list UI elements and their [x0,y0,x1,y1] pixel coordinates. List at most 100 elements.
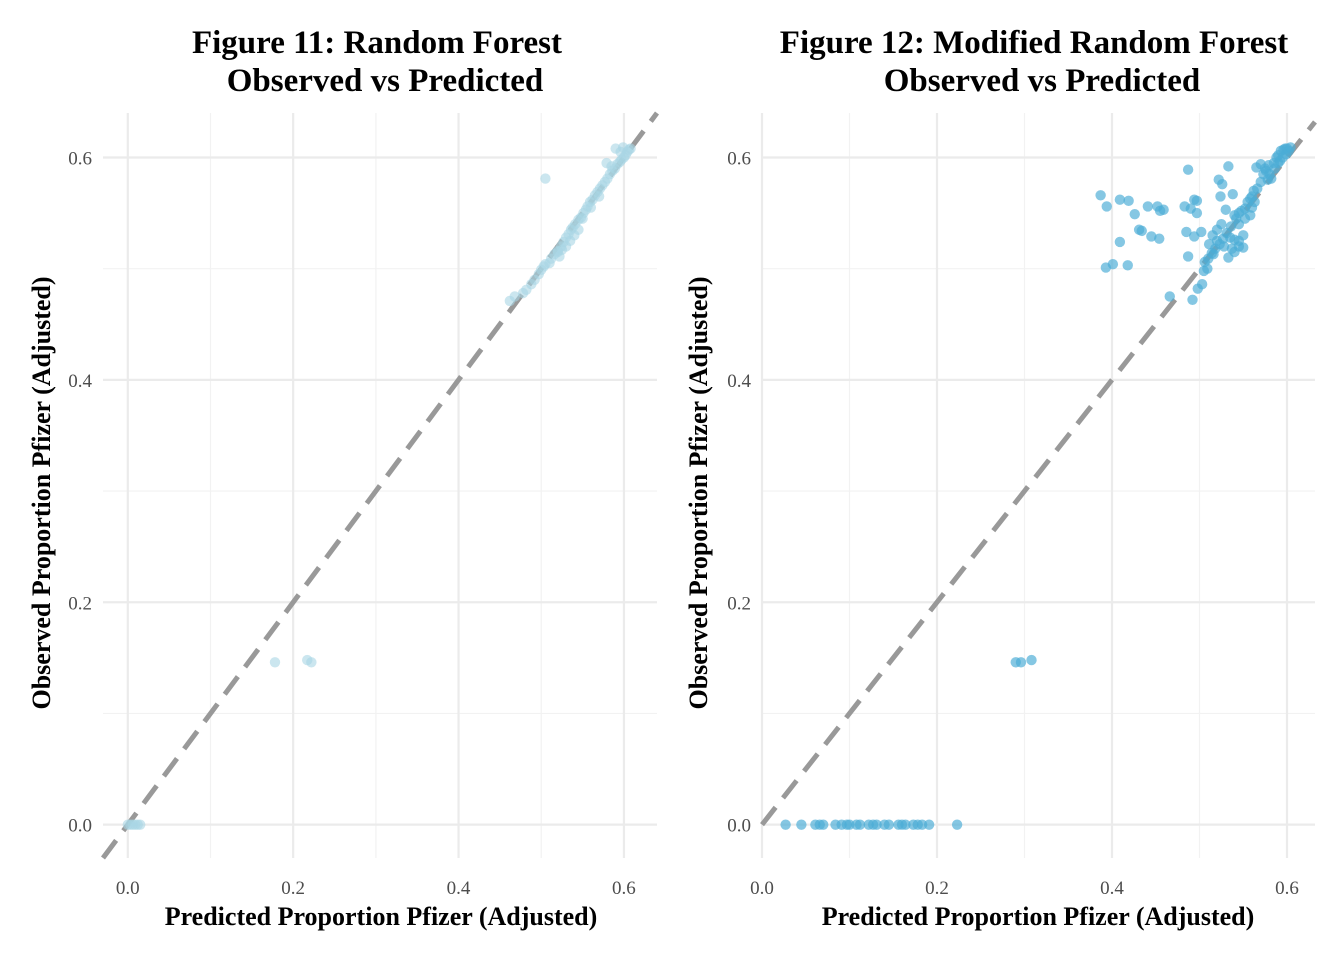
data-point [1245,210,1256,221]
data-point [1015,657,1027,668]
y-tick-label: 0.4 [68,371,92,392]
data-point [1196,279,1208,290]
data-point [1252,183,1263,194]
data-point [1158,204,1169,215]
chart-title: Figure 11: Random Forest [192,25,562,61]
data-point [540,173,551,184]
data-point [780,819,791,830]
data-points [780,142,1296,830]
y-tick-labels: 0.0 0.2 0.4 0.6 [727,148,751,836]
data-point [1095,190,1106,201]
data-point [871,819,882,830]
data-point [951,819,963,830]
data-point [1217,178,1228,190]
y-tick-label: 0.0 [727,816,751,837]
data-point [1264,168,1275,180]
data-point [1199,256,1210,268]
data-point [1227,188,1238,200]
data-point [1122,260,1133,271]
chart-subtitle: Observed vs Predicted [227,63,544,99]
x-tick-label: 0.6 [612,878,636,899]
data-point [900,819,911,830]
chart-subtitle: Observed vs Predicted [884,63,1201,99]
y-tick-label: 0.2 [727,593,751,614]
x-tick-label: 0.0 [116,878,140,899]
x-axis-title: Predicted Proportion Pfizer (Adjusted) [165,902,598,931]
y-tick-label: 0.0 [68,816,92,837]
data-point [923,819,935,830]
reference-line-diagonal [100,111,660,860]
x-tick-label: 0.6 [1275,878,1299,899]
data-point [1181,226,1192,238]
data-point [1136,225,1147,237]
reference-line [100,111,660,860]
reference-line-diagonal [760,120,1317,827]
data-point [1191,207,1203,219]
chart-panel-modified-random-forest: Figure 12: Modified Random Forest Observ… [684,25,1317,931]
x-tick-label: 0.0 [750,878,774,899]
data-point [1142,201,1154,212]
x-tick-label: 0.4 [447,878,471,899]
data-point [818,819,829,830]
data-point [1215,191,1226,202]
data-point [1114,236,1126,248]
data-point [564,235,576,247]
data-point [1123,195,1134,207]
data-point [1187,294,1198,306]
data-point [615,146,626,158]
data-point [1182,251,1194,262]
data-point [1154,233,1165,244]
x-tick-labels: 0.0 0.2 0.4 0.6 [750,878,1299,899]
data-point [1146,231,1157,242]
data-point [269,657,281,668]
chart-title: Figure 12: Modified Random Forest [780,25,1288,61]
y-tick-label: 0.6 [68,148,92,169]
data-point [606,161,617,172]
data-point [1216,218,1227,230]
data-point [593,191,605,202]
data-point [1164,291,1175,302]
grid [760,113,1315,858]
data-points [122,142,636,830]
data-point [577,213,588,224]
y-axis-title: Observed Proportion Pfizer (Adjusted) [27,276,56,709]
data-point [1191,195,1203,207]
reference-line [760,120,1317,827]
data-point [1107,259,1119,270]
y-tick-label: 0.4 [727,371,751,392]
data-point [1220,204,1231,215]
data-point [135,819,146,830]
x-tick-label: 0.2 [281,878,305,899]
data-point [1274,155,1286,167]
y-axis-title: Observed Proportion Pfizer (Adjusted) [684,276,713,709]
data-point [556,244,568,255]
data-point [1026,654,1037,666]
y-tick-label: 0.6 [727,148,751,169]
x-tick-label: 0.2 [925,878,949,899]
data-point [1101,201,1112,212]
data-point [1285,142,1296,153]
data-point [1182,164,1194,175]
data-point [1249,196,1260,208]
data-point [1223,161,1234,172]
data-point [854,819,866,830]
chart-panel-random-forest: Figure 11: Random Forest Observed vs Pre… [27,25,660,931]
data-point [796,819,807,830]
grid [103,113,657,858]
data-point [1238,230,1249,241]
data-point [1196,226,1207,238]
data-point [1114,194,1126,205]
data-point [509,291,520,302]
y-tick-labels: 0.0 0.2 0.4 0.6 [68,148,92,836]
data-point [1129,208,1140,220]
data-point [585,202,597,213]
data-point [1226,243,1238,254]
x-tick-labels: 0.0 0.2 0.4 0.6 [116,878,636,899]
x-axis-title: Predicted Proportion Pfizer (Adjusted) [822,902,1255,931]
data-point [573,224,584,235]
x-tick-label: 0.4 [1100,878,1124,899]
y-tick-label: 0.2 [68,593,92,614]
data-point [306,657,317,668]
data-point [883,819,895,830]
